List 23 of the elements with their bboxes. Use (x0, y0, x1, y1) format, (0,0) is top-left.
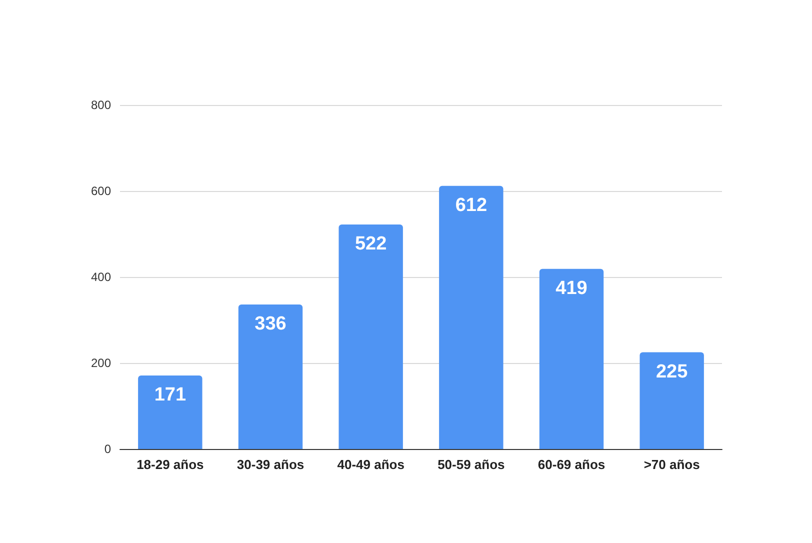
y-tick-label: 600 (90, 184, 112, 198)
data-label: 171 (154, 384, 186, 406)
x-tick-label: 60-69 años (538, 457, 606, 472)
bar (640, 352, 704, 449)
data-label: 522 (354, 234, 387, 255)
bar (138, 375, 202, 449)
bar (539, 268, 604, 449)
y-tick-label: 0 (104, 442, 112, 456)
bar (238, 304, 303, 449)
y-tick-label: 800 (90, 98, 112, 112)
bar (338, 224, 403, 449)
bar (439, 186, 504, 449)
y-tick-label: 400 (90, 270, 112, 284)
x-tick-label: 50-59 años (438, 457, 505, 472)
x-tick-label: 40-49 años (337, 457, 404, 472)
x-tick-label: 30-39 años (236, 457, 304, 472)
y-tick-label: 200 (90, 356, 112, 370)
x-tick-label: >70 años (644, 457, 700, 472)
data-label: 419 (556, 278, 588, 299)
data-label: 612 (455, 194, 488, 216)
x-tick-label: 18-29 años (136, 457, 204, 472)
data-label: 336 (254, 314, 286, 335)
data-label: 225 (656, 361, 688, 382)
